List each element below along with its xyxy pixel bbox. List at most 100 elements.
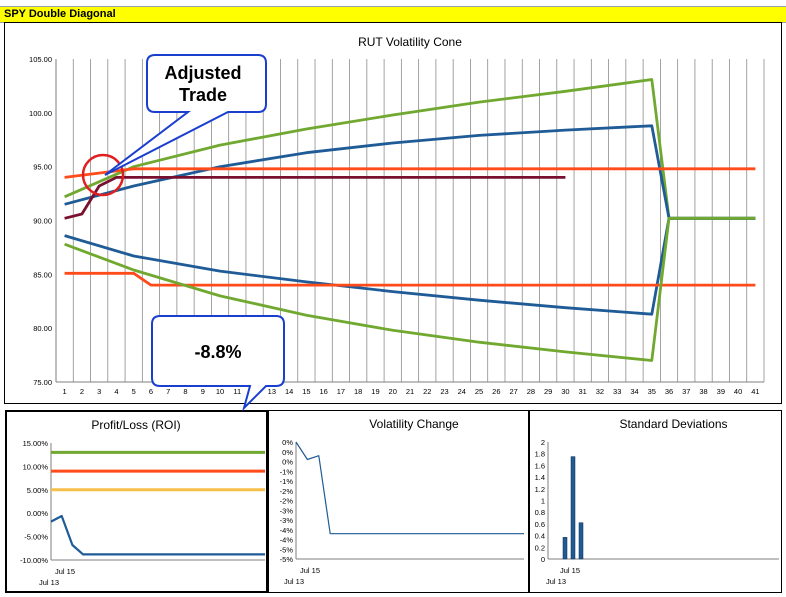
cone-x-tick-label: 22	[423, 387, 431, 396]
cone-x-tick-label: 38	[699, 387, 707, 396]
cone-x-tick-label: 14	[285, 387, 293, 396]
cone-y-tick-label: 100.00	[29, 109, 52, 118]
cone-x-tick-label: 39	[717, 387, 725, 396]
std-y-tick-label: 1.4	[535, 473, 545, 482]
sheet-title-bar[interactable]: SPY Double Diagonal	[0, 6, 786, 23]
cone-x-tick-label: 5	[132, 387, 136, 396]
cone-x-tick-label: 8	[183, 387, 187, 396]
cone-y-tick-label: 75.00	[33, 378, 52, 387]
vol-y-tick-label: 0%	[282, 458, 293, 467]
std-y-tick-label: 1	[541, 497, 545, 506]
cone-series-line-5	[64, 216, 756, 316]
cone-y-tick-label: 95.00	[33, 163, 52, 172]
vol-y-tick-label: -2%	[280, 487, 294, 496]
roi-chart-panel[interactable]: Profit/Loss (ROI) -10.00% -5.00% 0.00% 5.00%…	[5, 410, 268, 593]
cone-x-tick-label: 40	[734, 387, 742, 396]
cone-series-line-1	[64, 78, 756, 220]
roi-y-tick-label: 0.00%	[27, 509, 49, 518]
cone-x-tick-label: 36	[665, 387, 673, 396]
vol-y-tick-label: -5%	[280, 545, 294, 554]
cone-x-tick-label: 2	[80, 387, 84, 396]
std-title: Standard Deviations	[619, 417, 727, 431]
cone-series-line-6	[64, 271, 756, 287]
cone-x-tick-label: 33	[613, 387, 621, 396]
roi-title: Profit/Loss (ROI)	[91, 418, 180, 432]
cone-x-tick-label: 17	[337, 387, 345, 396]
std-y-tick-label: 0.4	[535, 532, 545, 541]
roi-y-tick-label: 5.00%	[27, 486, 49, 495]
cone-y-tick-label: 90.00	[33, 217, 52, 226]
cone-x-tick-label: 24	[458, 387, 466, 396]
cone-x-tick-label: 37	[682, 387, 690, 396]
cone-x-tick-label: 34	[630, 387, 638, 396]
cone-x-tick-label: 15	[302, 387, 310, 396]
cone-x-tick-label: 18	[354, 387, 362, 396]
cone-x-tick-label: 21	[406, 387, 414, 396]
cone-chart-title: RUT Volatility Cone	[358, 35, 462, 49]
vol-chart-panel[interactable]: Volatility Change -5% -5% -4% -4% -3% -3% -2% -2…	[268, 410, 529, 593]
cone-y-tick-label: 85.00	[33, 270, 52, 279]
cone-x-tick-label: 1	[63, 387, 67, 396]
std-y-tick-label: 0	[541, 555, 545, 564]
roi-x-label-bottom: Jul 13	[39, 578, 59, 587]
vol-x-label-top: Jul 15	[300, 566, 320, 575]
vol-y-tick-label: -3%	[280, 506, 294, 515]
std-y-tick-label: 2	[541, 438, 545, 447]
vol-y-tick-label: -5%	[280, 555, 294, 564]
vol-y-tick-label: 0%	[282, 448, 293, 457]
cone-x-tick-label: 27	[509, 387, 517, 396]
cone-x-tick-label: 3	[97, 387, 101, 396]
std-x-label-top: Jul 15	[560, 566, 580, 575]
cone-x-tick-label: 10	[216, 387, 224, 396]
vol-y-tick-label: -2%	[280, 497, 294, 506]
vol-y-tick-label: -4%	[280, 526, 294, 535]
cone-x-tick-label: 25	[475, 387, 483, 396]
cone-x-tick-label: 19	[371, 387, 379, 396]
cone-chart-panel[interactable]: RUT Volatility Cone 75.00 80.00 85.00 90.00 9…	[4, 22, 782, 404]
std-bar-3	[578, 522, 584, 560]
roi-y-tick-label: -10.00%	[20, 556, 48, 565]
cone-x-tick-label: 11	[233, 387, 241, 396]
std-bar-1	[562, 537, 568, 560]
cone-x-tick-label: 35	[648, 387, 656, 396]
cone-series-line-7	[64, 216, 756, 362]
cone-y-tick-label: 105.00	[29, 55, 52, 64]
cone-x-tick-label: 29	[544, 387, 552, 396]
vol-y-tick-label: -3%	[280, 516, 294, 525]
vol-series-line-1	[295, 441, 524, 535]
cone-x-tick-label: 7	[166, 387, 170, 396]
std-chart-panel[interactable]: Standard Deviations 0 0.2 0.4 0.6 0.8 1 1.2 1.4 1…	[529, 410, 782, 593]
vol-y-tick-label: -4%	[280, 536, 294, 545]
std-bar-2	[570, 456, 576, 560]
vol-title: Volatility Change	[369, 417, 459, 431]
cone-chart: RUT Volatility Cone 75.00 80.00 85.00 90.00 9…	[29, 35, 765, 396]
cone-x-tick-label: 31	[579, 387, 587, 396]
roi-y-tick-label: 10.00%	[23, 462, 49, 471]
std-x-label-bottom: Jul 13	[546, 577, 566, 586]
std-y-tick-label: 0.6	[535, 520, 545, 529]
std-y-tick-label: 1.8	[535, 450, 545, 459]
cone-series-line-2	[64, 124, 756, 220]
vol-x-label-bottom: Jul 13	[284, 577, 304, 586]
vol-y-tick-label: -1%	[280, 477, 294, 486]
std-y-tick-label: 0.2	[535, 543, 545, 552]
cone-x-tick-label: 26	[492, 387, 500, 396]
cone-x-tick-label: 13	[268, 387, 276, 396]
std-y-tick-label: 0.8	[535, 508, 545, 517]
sheet-title: SPY Double Diagonal	[4, 8, 116, 20]
vol-y-tick-label: 0%	[282, 438, 293, 447]
cone-x-tick-label: 6	[149, 387, 153, 396]
std-y-tick-label: 1.6	[535, 461, 545, 470]
cone-x-tick-label: 16	[319, 387, 327, 396]
cone-y-tick-label: 80.00	[33, 324, 52, 333]
cone-x-tick-label: 30	[561, 387, 569, 396]
roi-y-tick-label: -5.00%	[24, 533, 48, 542]
roi-x-label-top: Jul 15	[55, 567, 75, 576]
roi-series-line-4	[50, 514, 265, 556]
cone-x-tick-label: 32	[596, 387, 604, 396]
cone-x-tick-label: 12	[250, 387, 258, 396]
cone-x-tick-label: 41	[751, 387, 759, 396]
vol-y-tick-label: -1%	[280, 467, 294, 476]
roi-chart: Profit/Loss (ROI) -10.00% -5.00% 0.00% 5.00%…	[20, 418, 265, 587]
